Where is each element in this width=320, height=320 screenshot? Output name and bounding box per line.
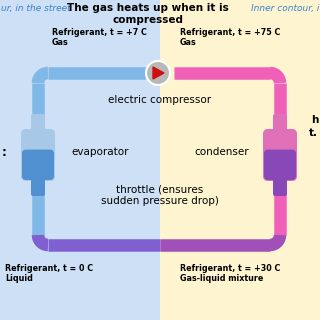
FancyBboxPatch shape [264,149,296,180]
Text: Refrigerant, t = 0 C
Liquid: Refrigerant, t = 0 C Liquid [5,264,93,284]
Polygon shape [153,67,164,79]
FancyBboxPatch shape [21,129,55,181]
Text: Refrigerant, t = +7 C
Gas: Refrigerant, t = +7 C Gas [52,28,147,47]
Text: condenser: condenser [195,147,249,157]
Text: Refrigerant, t = +75 C
Gas: Refrigerant, t = +75 C Gas [180,28,280,47]
Bar [160,0,320,320]
Text: ur, in the street: ur, in the street [1,4,71,13]
FancyBboxPatch shape [31,114,45,140]
Text: t.: t. [309,128,318,138]
FancyBboxPatch shape [273,114,287,140]
Text: The gas heats up when it is
compressed: The gas heats up when it is compressed [67,3,229,25]
Circle shape [146,61,170,85]
Text: h: h [311,115,318,125]
Bar [0,0,160,320]
Text: electric compressor: electric compressor [108,95,212,105]
Text: throttle (ensures
sudden pressure drop): throttle (ensures sudden pressure drop) [101,184,219,206]
Text: :: : [2,146,7,158]
Text: Inner contour, i: Inner contour, i [251,4,319,13]
FancyBboxPatch shape [22,149,54,180]
FancyBboxPatch shape [273,170,287,196]
FancyBboxPatch shape [31,170,45,196]
FancyBboxPatch shape [263,129,297,181]
Text: evaporator: evaporator [71,147,129,157]
Text: Refrigerant, t = +30 C
Gas-liquid mixture: Refrigerant, t = +30 C Gas-liquid mixtur… [180,264,280,284]
